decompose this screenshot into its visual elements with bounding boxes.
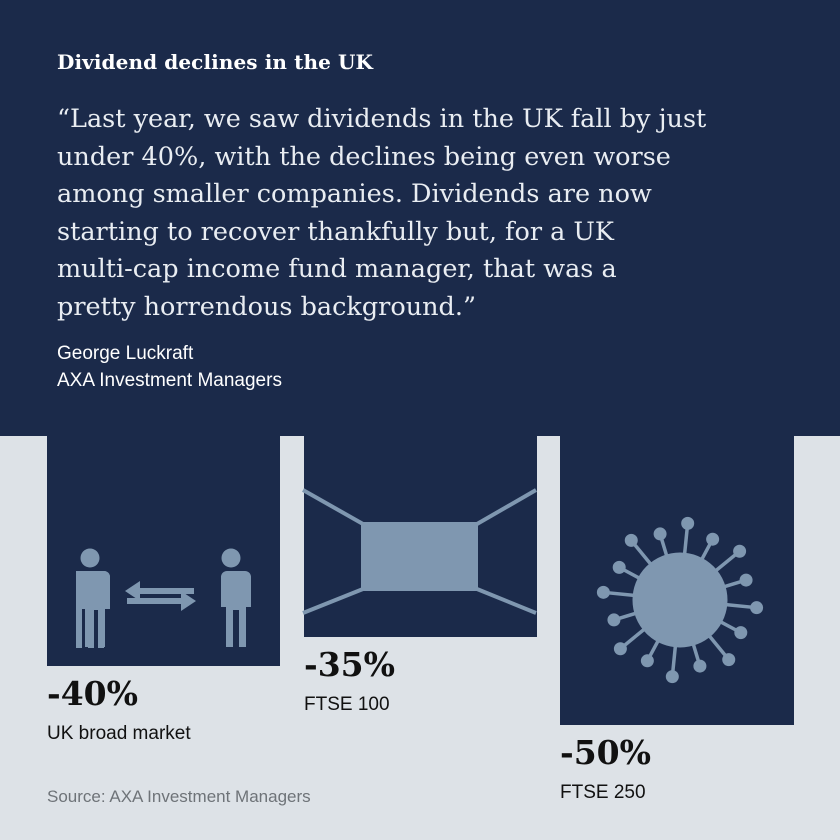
virus-spike-tip bbox=[607, 613, 621, 627]
virus-spike-tip bbox=[693, 659, 707, 673]
bar-category-label: UK broad market bbox=[47, 723, 191, 744]
bar-value-label: -35% bbox=[304, 644, 395, 684]
empty-office-icon bbox=[302, 488, 537, 615]
virus-spike-tip bbox=[640, 654, 654, 668]
source-note: Source: AXA Investment Managers bbox=[47, 787, 311, 806]
quote: “Last year, we saw dividends in the UK f… bbox=[57, 101, 817, 326]
author-name: George Luckraft bbox=[57, 343, 194, 364]
virus-spike-tip bbox=[722, 653, 736, 667]
quote-line: multi-cap income fund manager, that was … bbox=[57, 254, 617, 284]
quote-line: “Last year, we saw dividends in the UK f… bbox=[57, 104, 707, 134]
quote-author: George Luckraft AXA Investment Managers bbox=[57, 340, 282, 394]
virus-spike-tip bbox=[739, 573, 753, 587]
virus-spike-tip bbox=[665, 670, 679, 684]
virus-spike-tip bbox=[612, 560, 626, 574]
quote-line: under 40%, with the declines being even … bbox=[57, 141, 671, 172]
author-organization: AXA Investment Managers bbox=[57, 370, 282, 391]
virus-spike-tip bbox=[613, 642, 627, 656]
page-title: Dividend declines in the UK bbox=[57, 50, 374, 74]
virus-spike-tip bbox=[653, 527, 667, 541]
virus-spike-tip bbox=[706, 532, 720, 546]
bar-value-label: -50% bbox=[560, 733, 651, 772]
bar-category-label: FTSE 100 bbox=[304, 693, 390, 715]
social-distancing-icon bbox=[76, 548, 251, 648]
quote-line: pretty horrendous background.” bbox=[57, 291, 477, 322]
virus-spike-tip bbox=[733, 544, 747, 558]
virus-spike-tip bbox=[596, 585, 610, 599]
quote-line: starting to recover thankfully but, for … bbox=[57, 216, 614, 247]
virus-body bbox=[632, 552, 728, 648]
bar-value-label: -40% bbox=[47, 674, 138, 713]
virus-spike-tip bbox=[750, 601, 764, 615]
virus-spike-tip bbox=[734, 626, 748, 640]
virus-spike-tip bbox=[624, 533, 638, 547]
virus-spike-tip bbox=[681, 516, 695, 530]
coronavirus-icon bbox=[596, 516, 764, 684]
bar-category-label: FTSE 250 bbox=[560, 782, 646, 803]
header-panel bbox=[0, 0, 840, 436]
quote-line: among smaller companies. Dividends are n… bbox=[57, 179, 652, 209]
